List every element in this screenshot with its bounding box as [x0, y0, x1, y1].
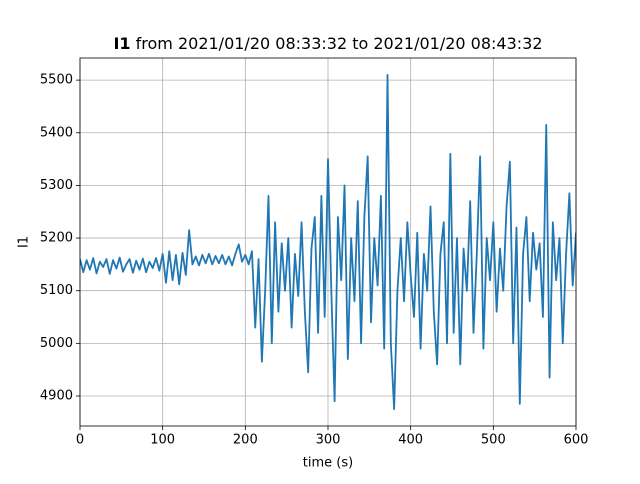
- x-tick-label: 400: [398, 433, 423, 448]
- y-tick-label: 5100: [40, 283, 73, 298]
- plot-frame: [79, 57, 577, 427]
- y-tick-label: 5300: [40, 178, 73, 193]
- x-tick-label: 0: [76, 433, 84, 448]
- x-tick-label: 600: [564, 433, 589, 448]
- y-tick-label: 5400: [40, 125, 73, 140]
- y-tick-label: 5000: [40, 336, 73, 351]
- chart-title: I1 from 2021/01/20 08:33:32 to 2021/01/2…: [113, 34, 542, 53]
- y-axis-label: I1: [17, 236, 32, 248]
- y-tick-label: 4900: [40, 388, 73, 403]
- title-text: from 2021/01/20 08:33:32 to 2021/01/20 0…: [136, 34, 543, 53]
- x-axis-label: time (s): [303, 456, 353, 471]
- y-tick-label: 5500: [40, 73, 73, 88]
- title-signal: I1: [113, 34, 130, 53]
- x-tick-label: 200: [233, 433, 258, 448]
- data-line: [80, 73, 576, 411]
- x-tick-label: 100: [150, 433, 175, 448]
- x-tick-label: 500: [481, 433, 506, 448]
- x-tick-label: 300: [316, 433, 341, 448]
- y-tick-label: 5200: [40, 231, 73, 246]
